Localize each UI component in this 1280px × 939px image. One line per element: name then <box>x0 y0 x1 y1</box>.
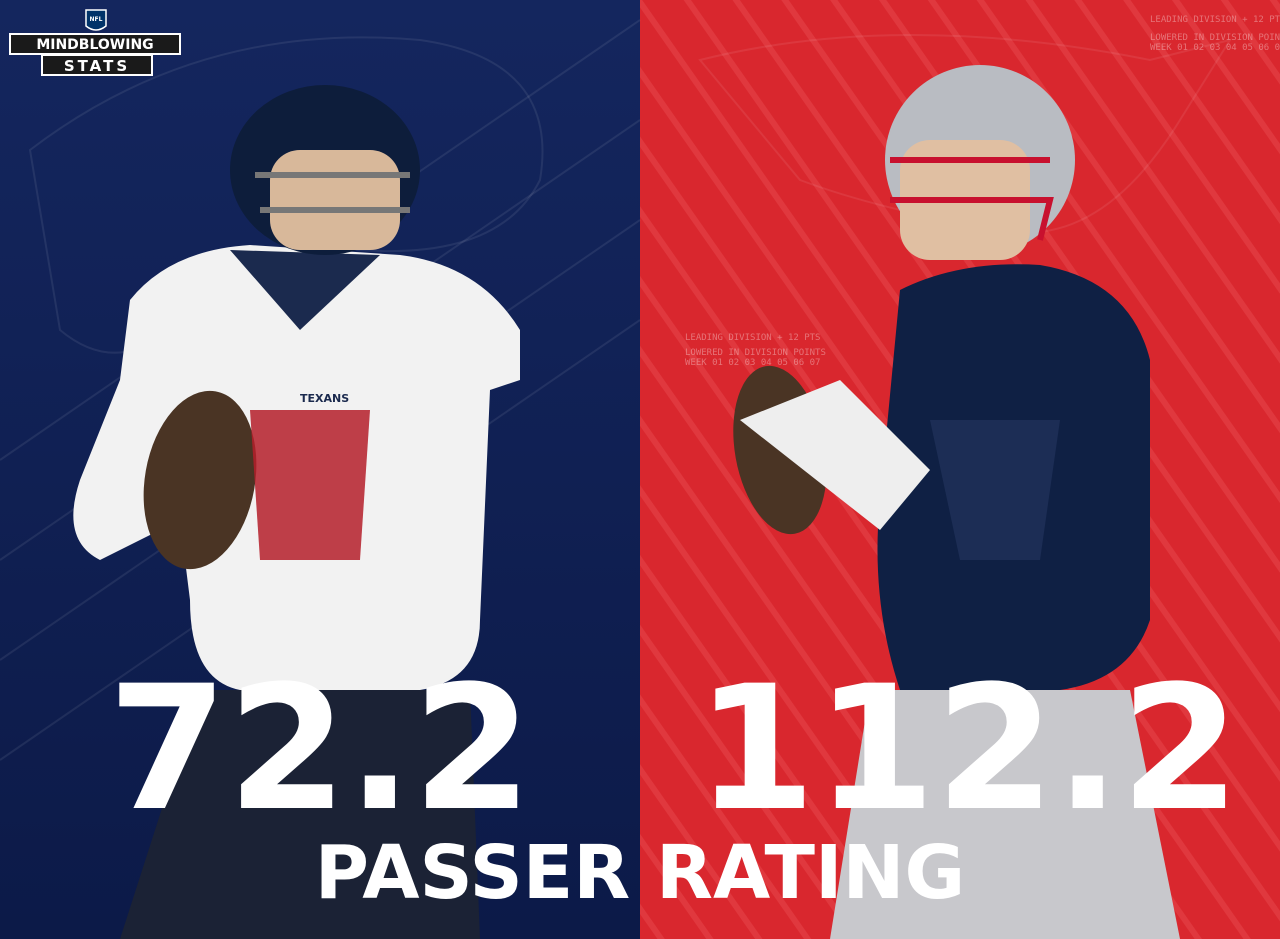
background-note: WEEK 01 02 03 04 05 06 07 <box>685 358 820 368</box>
jersey-text: TEXANS <box>300 392 349 405</box>
background-note: LEADING DIVISION + 12 PTS <box>1150 15 1280 25</box>
stat-value: 72.2 <box>108 648 532 849</box>
right-player <box>733 65 1180 939</box>
left-player: TEXANS <box>73 85 521 939</box>
background-note: LOWERED IN DIVISION POINTS <box>1150 33 1280 43</box>
background-note: LEADING DIVISION + 12 PTS <box>685 333 820 343</box>
logo-league: NFL <box>90 16 103 23</box>
background-note: LOWERED IN DIVISION POINTS <box>685 348 826 358</box>
stat-value: 112.2 <box>696 648 1240 849</box>
logo-brand: MINDBLOWING <box>36 37 153 53</box>
background-note: WEEK 01 02 03 04 05 06 07 <box>1150 43 1280 53</box>
logo: NFL MINDBLOWING STATS <box>9 9 181 76</box>
logo-brand: STATS <box>64 57 130 75</box>
stat-label: PASSER RATING <box>315 830 965 916</box>
